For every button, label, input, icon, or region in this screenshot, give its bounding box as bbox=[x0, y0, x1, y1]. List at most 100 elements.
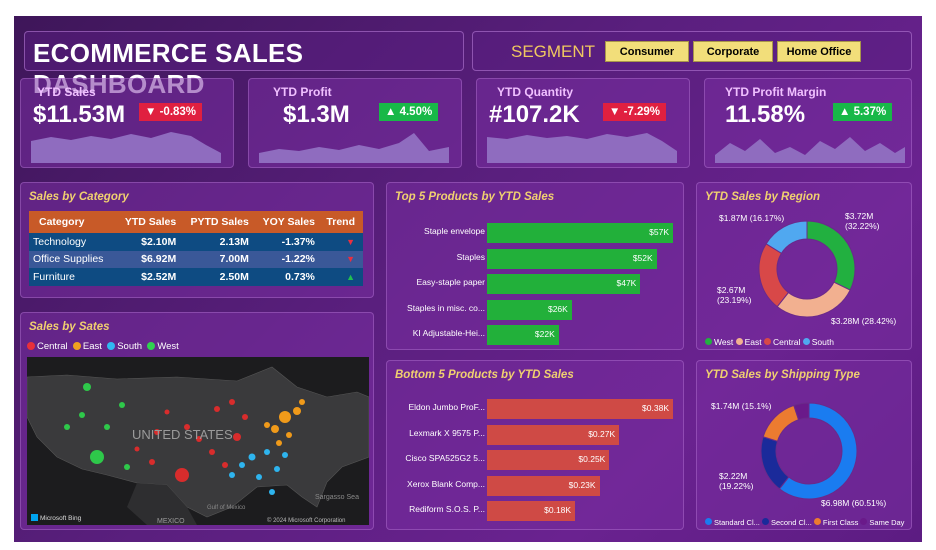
trend-down-icon: ▼ bbox=[346, 236, 355, 247]
col-yoy-sales[interactable]: YOY Sales bbox=[256, 211, 323, 233]
table-row[interactable]: Furniture $2.52M 2.50M 0.73% ▲ bbox=[29, 268, 363, 286]
bar-row[interactable]: Eldon Jumbo ProF... $0.38K bbox=[387, 399, 685, 419]
segment-label: SEGMENT bbox=[511, 42, 596, 61]
legend-same-day[interactable]: Same Day bbox=[860, 518, 904, 527]
legend-south[interactable]: South bbox=[802, 337, 834, 347]
cell-yoy: 0.73% bbox=[256, 268, 323, 286]
bar[interactable]: $0.18K bbox=[487, 501, 576, 521]
bar-row[interactable]: KI Adjustable-Hei... $22K bbox=[387, 325, 685, 345]
kpi-ytd-profit: YTD Profit $1.3M ▲ 4.50% bbox=[248, 78, 462, 168]
bar[interactable]: $0.27K bbox=[487, 424, 620, 445]
label-central: $2.67M (23.19%) bbox=[717, 285, 752, 305]
bar[interactable]: $52K bbox=[487, 248, 657, 269]
col-pytd-sales[interactable]: PYTD Sales bbox=[184, 211, 257, 233]
table-row[interactable]: Office Supplies $6.92M 7.00M -1.22% ▼ bbox=[29, 250, 363, 268]
sales-by-region: YTD Sales by Region $3.72M (32.22%) $3.28… bbox=[696, 182, 912, 350]
trend-down-icon: ▼ bbox=[346, 254, 355, 265]
cell-category: Furniture bbox=[29, 268, 120, 286]
legend-second[interactable]: Second Cl... bbox=[761, 518, 812, 527]
label-second-class: $2.22M (19.22%) bbox=[719, 471, 754, 491]
bar[interactable]: $0.38K bbox=[487, 399, 673, 419]
bar[interactable]: $22K bbox=[487, 325, 559, 345]
card-title: Bottom 5 Products by YTD Sales bbox=[395, 369, 574, 381]
cell-trend: ▲ bbox=[322, 268, 363, 286]
bar-row[interactable]: Cisco SPA525G2 5... $0.25K bbox=[387, 450, 685, 470]
title-banner: ECOMMERCE SALES DASHBOARD bbox=[24, 31, 464, 99]
card-title: Sales by Sates bbox=[29, 321, 110, 333]
map-copyright: © 2024 Microsoft Corporation bbox=[267, 517, 345, 524]
legend-standard[interactable]: Standard Cl... bbox=[705, 518, 760, 527]
donut-slice-south[interactable] bbox=[765, 220, 808, 254]
sparkline bbox=[259, 133, 449, 163]
segment-corporate-button[interactable]: Corporate bbox=[693, 41, 773, 62]
col-trend[interactable]: Trend bbox=[322, 211, 363, 233]
bar-row[interactable]: Staples in misc. co... $26K bbox=[387, 299, 685, 320]
legend-east[interactable]: East bbox=[735, 337, 762, 347]
bar-value-label: $26K bbox=[547, 303, 568, 314]
shipping-donut[interactable] bbox=[697, 361, 913, 531]
legend-west[interactable]: West bbox=[705, 337, 733, 347]
table-row[interactable]: Technology $2.10M 2.13M -1.37% ▼ bbox=[29, 233, 363, 251]
segment-home-office-button[interactable]: Home Office bbox=[777, 41, 861, 62]
kpi-title: YTD Sales bbox=[37, 85, 96, 99]
kpi-title: YTD Quantity bbox=[497, 85, 574, 99]
legend-first[interactable]: First Class bbox=[813, 518, 858, 527]
card-title: Top 5 Products by YTD Sales bbox=[395, 191, 555, 203]
segment-consumer-button[interactable]: Consumer bbox=[605, 41, 689, 62]
bar-row[interactable]: Xerox Blank Comp... $0.23K bbox=[387, 475, 685, 496]
down-triangle-icon: ▼ bbox=[145, 106, 157, 118]
region-donut[interactable] bbox=[697, 183, 913, 351]
bar[interactable]: $0.23K bbox=[487, 475, 600, 496]
card-title: YTD Sales by Shipping Type bbox=[705, 369, 860, 381]
bar-label: Staples bbox=[456, 251, 485, 262]
bar-row[interactable]: Staples $52K bbox=[387, 248, 685, 269]
map-mexico-label: MEXICO bbox=[157, 518, 185, 525]
bar-value-label: $47K bbox=[616, 278, 637, 288]
donut-slice-same-day[interactable] bbox=[793, 402, 810, 421]
label-west: $3.72M (32.22%) bbox=[845, 211, 880, 231]
bing-logo: Microsoft Bing bbox=[40, 515, 82, 522]
legend-central[interactable]: Central bbox=[763, 337, 800, 347]
sales-by-shipping: YTD Sales by Shipping Type $1.74M (15.1%… bbox=[696, 360, 912, 530]
cell-pytd: 2.13M bbox=[184, 233, 257, 251]
region-legend: West East Central South bbox=[705, 337, 834, 347]
col-category[interactable]: Category bbox=[29, 211, 120, 233]
kpi-value: #107.2K bbox=[489, 101, 580, 128]
bar-row[interactable]: Rediform S.O.S. P... $0.18K bbox=[387, 501, 685, 521]
bar-row[interactable]: Easy-staple paper $47K bbox=[387, 274, 685, 294]
donut-slice-central[interactable] bbox=[758, 243, 790, 308]
bar[interactable]: $47K bbox=[487, 274, 641, 294]
kpi-change-badge: ▲ 4.50% bbox=[379, 103, 439, 121]
kpi-change: 4.50% bbox=[399, 106, 433, 118]
donut-slice-second-cl-[interactable] bbox=[760, 436, 790, 490]
us-map[interactable]: UNITED STATES MEXICO Gulf of Mexico Sarg… bbox=[27, 357, 369, 525]
segment-filter: SEGMENT Consumer Corporate Home Office bbox=[472, 31, 912, 71]
kpi-value: $11.53M bbox=[33, 101, 126, 128]
bar-value-label: $0.18K bbox=[544, 505, 572, 515]
cell-pytd: 2.50M bbox=[184, 268, 257, 286]
bar-value-label: $57K bbox=[649, 227, 669, 237]
legend-east[interactable]: East bbox=[72, 341, 102, 352]
legend-central[interactable]: Central bbox=[27, 341, 68, 352]
kpi-ytd-profit-margin: YTD Profit Margin 11.58% ▲ 5.37% bbox=[704, 78, 912, 168]
kpi-change-badge: ▼ -0.83% bbox=[139, 103, 203, 121]
label-standard-class: $6.98M (60.51%) bbox=[821, 498, 887, 508]
legend-south[interactable]: South bbox=[107, 341, 142, 352]
kpi-ytd-sales: YTD Sales $11.53M ▼ -0.83% bbox=[20, 78, 234, 168]
bar-value-label: $0.23K bbox=[568, 479, 596, 490]
bar-row[interactable]: Staple envelope $57K bbox=[387, 223, 685, 243]
bar[interactable]: $57K bbox=[487, 223, 673, 243]
bar[interactable]: $0.25K bbox=[487, 450, 610, 470]
kpi-change: -7.29% bbox=[623, 106, 661, 118]
legend-west[interactable]: West bbox=[147, 341, 179, 352]
col-ytd-sales[interactable]: YTD Sales bbox=[119, 211, 185, 233]
bottom5-products-chart: Bottom 5 Products by YTD Sales Eldon Jum… bbox=[386, 360, 684, 530]
donut-slice-east[interactable] bbox=[776, 281, 851, 318]
donut-slice-west[interactable] bbox=[806, 220, 856, 291]
map-country-label: UNITED STATES bbox=[132, 427, 233, 442]
donut-slice-standard-cl-[interactable] bbox=[778, 402, 858, 500]
map-gulf-label: Gulf of Mexico bbox=[207, 505, 246, 511]
bar[interactable]: $26K bbox=[487, 299, 572, 320]
kpi-value: $1.3M bbox=[283, 101, 350, 128]
bar-row[interactable]: Lexmark X 9575 P... $0.27K bbox=[387, 424, 685, 445]
